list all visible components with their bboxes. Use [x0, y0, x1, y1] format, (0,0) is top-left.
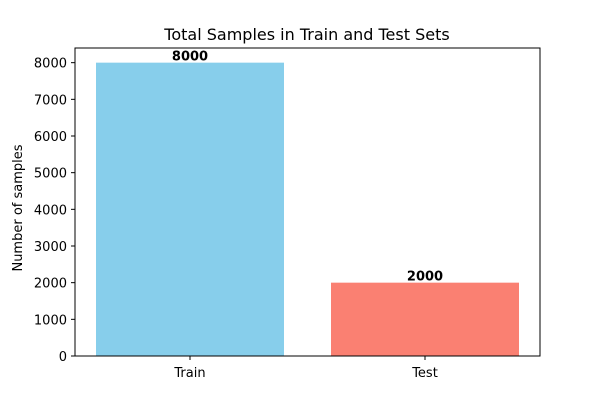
y-tick-label-8000: 8000 — [34, 57, 67, 72]
bars-group — [96, 62, 519, 357]
y-tick-label-5000: 5000 — [34, 167, 67, 182]
data-label-train: 8000 — [172, 50, 208, 65]
y-tick-label-4000: 4000 — [34, 203, 67, 218]
y-tick-label-0: 0 — [59, 350, 67, 365]
x-tick-label-test: Test — [411, 366, 438, 381]
y-tick-label-1000: 1000 — [34, 313, 67, 328]
data-labels-group: 8000 2000 — [172, 50, 443, 285]
chart-title: Total Samples in Train and Test Sets — [163, 25, 449, 44]
y-axis-ticks: 0 1000 2000 3000 4000 5000 6000 7000 8000 — [34, 57, 75, 365]
y-tick-label-6000: 6000 — [34, 130, 67, 145]
y-tick-label-7000: 7000 — [34, 93, 67, 108]
plot-area-frame — [74, 47, 541, 357]
x-axis-ticks: Train Test — [173, 356, 438, 381]
bar-test — [331, 282, 519, 356]
bar-train — [96, 62, 284, 357]
x-tick-label-train: Train — [173, 366, 205, 381]
data-label-test: 2000 — [407, 270, 443, 285]
y-tick-label-3000: 3000 — [34, 240, 67, 255]
y-axis-label: Number of samples — [11, 144, 26, 271]
y-tick-label-2000: 2000 — [34, 277, 67, 292]
